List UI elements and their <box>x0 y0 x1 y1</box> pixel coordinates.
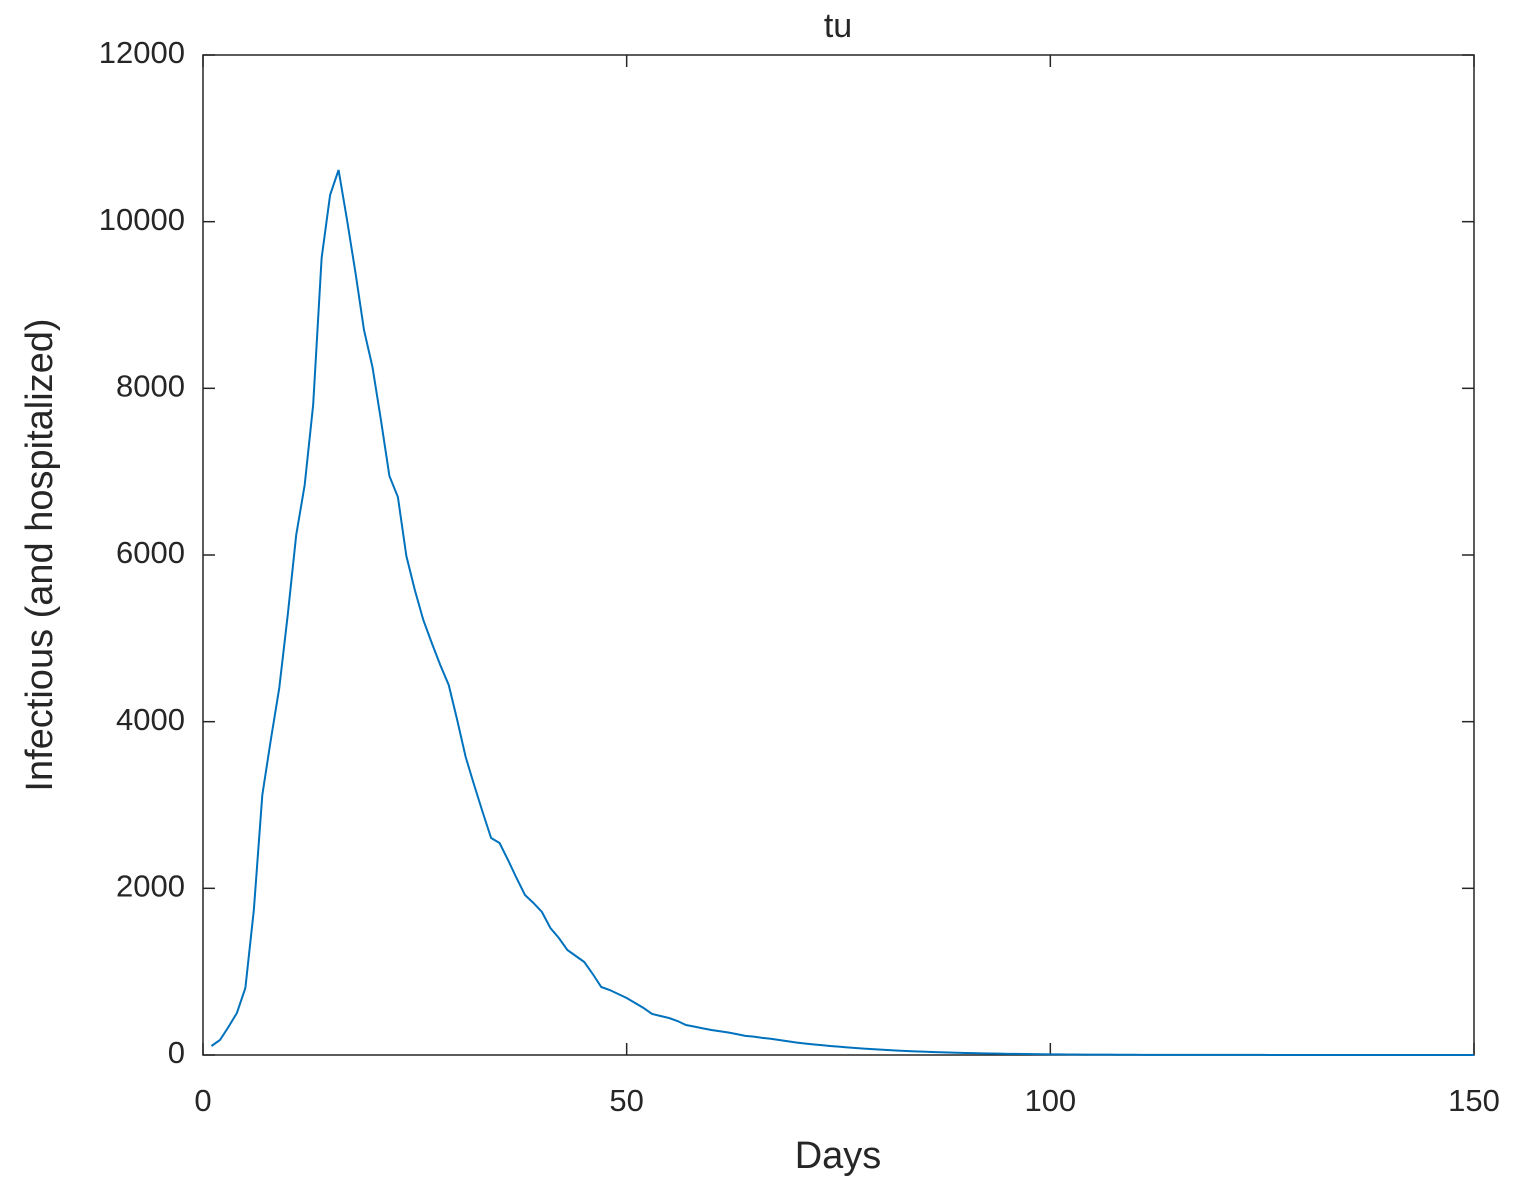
x-axis-label: Days <box>795 1135 882 1177</box>
line <box>210 169 1474 1056</box>
y-tick-label: 6000 <box>116 535 185 570</box>
y-tick-label: 2000 <box>116 869 185 904</box>
x-tick-label: 50 <box>609 1083 643 1118</box>
y-tick-label: 12000 <box>99 35 185 70</box>
x-tick-label: 150 <box>1448 1083 1500 1118</box>
y-tick-label: 4000 <box>116 702 185 737</box>
y-axis-label: Infectious (and hospitalized) <box>19 318 61 791</box>
y-tick-label: 10000 <box>99 202 185 237</box>
x-tick-label: 0 <box>194 1083 211 1118</box>
chart-title: tu <box>824 7 852 45</box>
y-tick-label: 8000 <box>116 369 185 404</box>
y-tick-label: 0 <box>168 1035 185 1070</box>
x-tick-label: 100 <box>1024 1083 1076 1118</box>
